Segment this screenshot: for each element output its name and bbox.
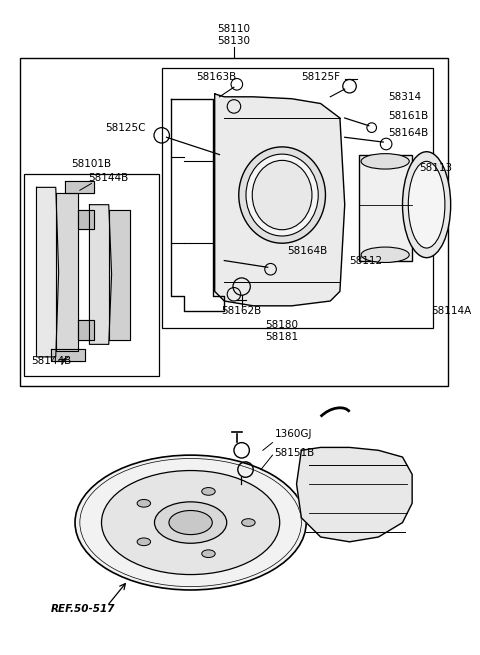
Ellipse shape	[408, 161, 445, 248]
Bar	[24, 174, 159, 376]
Polygon shape	[78, 210, 94, 229]
Text: 58112: 58112	[349, 255, 383, 265]
Ellipse shape	[239, 147, 325, 243]
Ellipse shape	[337, 476, 381, 512]
Polygon shape	[78, 320, 94, 339]
Ellipse shape	[202, 550, 215, 557]
Ellipse shape	[75, 455, 306, 590]
Bar	[359, 155, 412, 261]
Text: 58144B: 58144B	[32, 356, 72, 365]
Ellipse shape	[137, 500, 151, 507]
Text: 58151B: 58151B	[275, 448, 315, 458]
Ellipse shape	[241, 519, 255, 527]
Polygon shape	[51, 349, 84, 361]
Text: 1360GJ: 1360GJ	[275, 429, 312, 439]
Bar	[162, 68, 433, 328]
Ellipse shape	[155, 502, 227, 543]
Ellipse shape	[246, 154, 318, 236]
Text: 58164B: 58164B	[287, 246, 327, 256]
Text: 58110: 58110	[217, 24, 251, 34]
Text: 58164B: 58164B	[388, 128, 428, 138]
Ellipse shape	[403, 152, 451, 257]
Text: 58113: 58113	[419, 163, 452, 173]
Text: 58181: 58181	[265, 331, 299, 342]
Text: 58163B: 58163B	[196, 71, 237, 82]
Ellipse shape	[169, 510, 212, 534]
Text: 58180: 58180	[265, 320, 299, 330]
Text: 58125C: 58125C	[105, 122, 145, 132]
Polygon shape	[36, 187, 59, 357]
Polygon shape	[109, 210, 130, 339]
Polygon shape	[65, 181, 94, 193]
Text: 58161B: 58161B	[388, 111, 428, 121]
Text: 58162B: 58162B	[222, 306, 262, 316]
Polygon shape	[89, 205, 112, 345]
Ellipse shape	[101, 470, 280, 574]
Ellipse shape	[343, 480, 375, 507]
Polygon shape	[56, 193, 78, 351]
Text: 58314: 58314	[388, 92, 421, 102]
Ellipse shape	[202, 487, 215, 495]
Text: 58114A: 58114A	[432, 306, 472, 316]
Text: 58125F: 58125F	[301, 71, 340, 82]
Text: 58101B: 58101B	[72, 159, 111, 169]
Text: REF.50-517: REF.50-517	[51, 605, 115, 614]
Text: 58144B: 58144B	[89, 173, 129, 183]
Ellipse shape	[252, 160, 312, 230]
Ellipse shape	[361, 247, 409, 263]
Bar	[20, 58, 448, 386]
Polygon shape	[215, 94, 345, 306]
Ellipse shape	[361, 154, 409, 169]
Text: 58130: 58130	[217, 36, 251, 46]
Polygon shape	[297, 447, 412, 542]
Ellipse shape	[137, 538, 151, 546]
